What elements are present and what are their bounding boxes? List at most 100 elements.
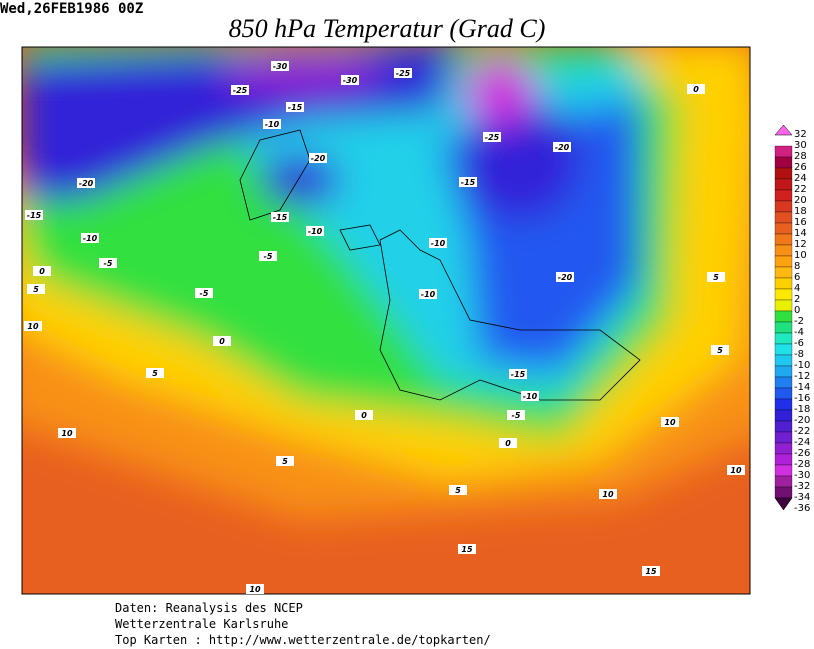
colorbar-label: 10: [794, 250, 807, 261]
colorbar-label: -2: [794, 316, 804, 327]
colorbar-swatch: [774, 277, 793, 290]
label-box: [24, 321, 42, 331]
label-box: [553, 142, 571, 152]
contour-label: -25: [233, 86, 248, 95]
contour-label: -10: [308, 227, 323, 236]
colorbar-label: -22: [794, 426, 810, 437]
colorbar-swatch: [774, 244, 793, 257]
colorbar-swatch: [774, 266, 793, 279]
colorbar-swatch: [774, 255, 793, 268]
contour-label: -15: [273, 213, 288, 222]
contour-label: 5: [33, 285, 39, 294]
colorbar-swatch: [774, 343, 793, 356]
contour-label: -15: [511, 370, 526, 379]
colorbar-swatch: [774, 189, 793, 202]
contour-label: 5: [152, 369, 158, 378]
label-box: [419, 289, 437, 299]
contour-label: -15: [27, 211, 42, 220]
colorbar-label: -30: [794, 470, 810, 481]
colorbar-label: -14: [794, 382, 810, 393]
colorbar-swatch: [774, 178, 793, 191]
label-box: [687, 84, 705, 94]
colorbar-swatch: [774, 156, 793, 169]
colorbar-label: 12: [794, 239, 807, 250]
colorbar-swatch: [774, 310, 793, 323]
contour-label: 5: [455, 486, 461, 495]
label-box: [33, 266, 51, 276]
colorbar-swatch: [774, 409, 793, 422]
label-box: [459, 177, 477, 187]
colorbar-label: -16: [794, 393, 810, 404]
colorbar-label: -20: [794, 415, 810, 426]
map-frame: [21, 46, 751, 595]
label-box: [146, 368, 164, 378]
colorbar-swatch: [774, 222, 793, 235]
contour-label: -25: [485, 133, 500, 142]
colorbar-swatch: [774, 453, 793, 466]
colorbar-swatch: [774, 299, 793, 312]
colorbar-swatch: [774, 288, 793, 301]
contour-label: 10: [61, 429, 73, 438]
colorbar-label: 0: [794, 305, 800, 316]
label-box: [25, 210, 43, 220]
contour-label: 10: [730, 466, 742, 475]
contour-label: 10: [249, 585, 261, 594]
label-box: [271, 61, 289, 71]
label-box: [458, 544, 476, 554]
contour-label: 0: [219, 337, 225, 346]
colorbar-label: 4: [794, 283, 800, 294]
label-box: [341, 75, 359, 85]
colorbar-label: 2: [794, 294, 800, 305]
contour-label: -20: [79, 179, 94, 188]
colorbar-label: 22: [794, 184, 807, 195]
label-box: [661, 417, 679, 427]
label-box: [81, 233, 99, 243]
label-box: [507, 410, 525, 420]
label-box: [99, 258, 117, 268]
contour-label: -15: [461, 178, 476, 187]
colorbar-label: 18: [794, 206, 807, 217]
label-box: [509, 369, 527, 379]
colorbar-swatch: [774, 354, 793, 367]
colorbar-label: -24: [794, 437, 810, 448]
label-box: [246, 584, 264, 594]
date: Wed,26FEB1986 00Z: [0, 1, 143, 17]
contour-label: 10: [664, 418, 676, 427]
contour-label: -5: [104, 259, 113, 268]
colorbar-cap: [774, 124, 793, 136]
contour-label: 0: [693, 85, 699, 94]
colorbar-label: -32: [794, 481, 810, 492]
label-box: [309, 153, 327, 163]
contour-label: -30: [273, 62, 288, 71]
colorbar-label: 20: [794, 195, 807, 206]
colorbar-label: -28: [794, 459, 810, 470]
colorbar-label: 28: [794, 151, 807, 162]
colorbar-swatch: [774, 200, 793, 213]
colorbar-label: -4: [794, 327, 804, 338]
colorbar-label: -34: [794, 492, 810, 503]
contour-label: 5: [717, 346, 723, 355]
label-box: [449, 485, 467, 495]
label-box: [213, 336, 231, 346]
label-box: [394, 68, 412, 78]
label-box: [306, 226, 324, 236]
colorbar-swatch: [774, 167, 793, 180]
label-box: [195, 288, 213, 298]
title: 850 hPa Temperatur (Grad C): [229, 14, 546, 43]
contour-label: 0: [505, 439, 511, 448]
colorbar-label: -26: [794, 448, 810, 459]
colorbar-cap: [774, 497, 793, 511]
colorbar-label: -18: [794, 404, 810, 415]
colorbar-swatch: [774, 387, 793, 400]
colorbar-swatch: [774, 145, 793, 158]
label-box: [259, 251, 277, 261]
contour-label: -10: [421, 290, 436, 299]
colorbar-swatch: [774, 475, 793, 488]
footer-line: Daten: Reanalysis des NCEP: [115, 601, 303, 615]
colorbar-swatch: [774, 464, 793, 477]
contour-label: 15: [645, 567, 657, 576]
colorbar-swatch: [774, 376, 793, 389]
contour-label: -30: [343, 76, 358, 85]
label-box: [707, 272, 725, 282]
label-box: [355, 410, 373, 420]
